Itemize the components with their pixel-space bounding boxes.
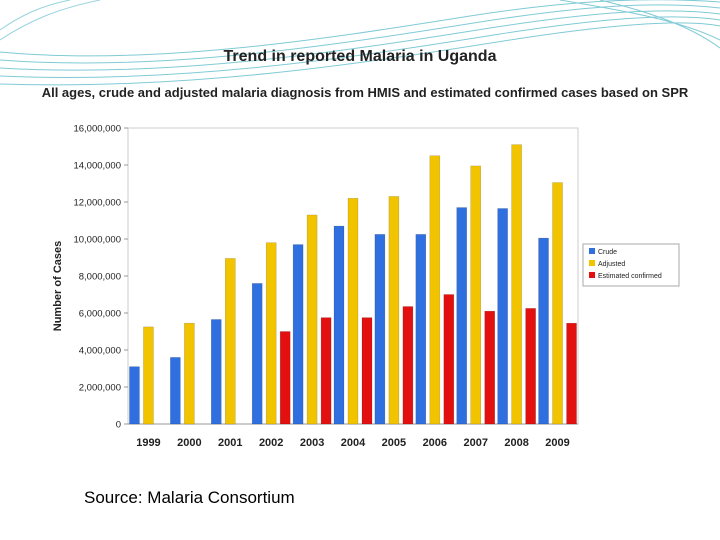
x-tick-label: 2002 xyxy=(259,437,283,449)
bar-crude xyxy=(497,208,508,425)
bar-adjusted xyxy=(265,242,277,425)
bar-adjusted xyxy=(552,182,563,425)
legend-swatch xyxy=(589,260,595,266)
x-tick-label: 1999 xyxy=(136,437,160,449)
chart-legend: Crude Adjusted Estimated confirmed xyxy=(582,243,680,287)
bar-crude xyxy=(456,207,467,425)
bar-adjusted xyxy=(511,144,522,425)
bar-estimated-confirmed xyxy=(525,308,536,425)
x-tick-label: 2003 xyxy=(300,437,324,449)
bar-adjusted xyxy=(429,155,441,425)
bar-crude xyxy=(129,366,140,425)
y-tick-label: 8,000,000 xyxy=(79,272,121,283)
bar-adjusted xyxy=(143,326,154,425)
bar-crude xyxy=(538,237,549,425)
y-tick-label: 10,000,000 xyxy=(73,235,121,246)
bar-estimated-confirmed xyxy=(402,306,414,425)
x-tick-label: 2009 xyxy=(545,437,569,449)
bar-adjusted xyxy=(347,198,359,425)
bar-estimated-confirmed xyxy=(484,310,495,425)
bar-crude xyxy=(251,283,263,425)
x-tick-label: 2008 xyxy=(504,437,528,449)
bar-estimated-confirmed xyxy=(443,294,455,425)
x-tick-label: 2005 xyxy=(382,437,406,449)
y-tick-label: 0 xyxy=(116,420,121,431)
bar-adjusted xyxy=(388,196,400,425)
x-tick-label: 2006 xyxy=(423,437,447,449)
bar-crude xyxy=(374,234,386,425)
bar-crude xyxy=(170,357,181,425)
bar-crude xyxy=(415,234,427,425)
y-tick-label: 6,000,000 xyxy=(79,309,121,320)
bar-estimated-confirmed xyxy=(361,317,373,425)
y-tick-label: 4,000,000 xyxy=(79,346,121,357)
bar-estimated-confirmed xyxy=(566,322,577,425)
chart-subtitle: All ages, crude and adjusted malaria dia… xyxy=(41,85,689,100)
y-axis-label: Number of Cases xyxy=(52,241,64,331)
legend-entry: Adjusted xyxy=(598,261,625,268)
legend-entry: Estimated confirmed xyxy=(598,273,662,280)
legend-swatch xyxy=(589,248,595,254)
legend-frame xyxy=(582,243,680,287)
bar-adjusted xyxy=(470,165,481,425)
bar-adjusted xyxy=(306,214,318,425)
x-tick-label: 2000 xyxy=(177,437,201,449)
source-caption: Source: Malaria Consortium xyxy=(84,488,295,507)
bar-crude xyxy=(333,225,345,425)
legend-swatch xyxy=(589,272,595,278)
bar-adjusted xyxy=(225,258,236,425)
x-tick-label: 2007 xyxy=(463,437,487,449)
bar-crude xyxy=(292,244,304,425)
bar-estimated-confirmed xyxy=(320,317,332,425)
y-tick-label: 12,000,000 xyxy=(73,198,121,209)
y-tick-label: 16,000,000 xyxy=(73,124,121,135)
bar-adjusted xyxy=(184,322,195,425)
bar-estimated-confirmed xyxy=(279,331,291,425)
legend-entry: Crude xyxy=(598,249,617,256)
y-tick-label: 2,000,000 xyxy=(79,383,121,394)
bar-crude xyxy=(211,319,222,425)
y-tick-label: 14,000,000 xyxy=(73,161,121,172)
x-tick-label: 2001 xyxy=(218,437,242,449)
chart-title: Trend in reported Malaria in Uganda xyxy=(223,48,497,65)
x-tick-label: 2004 xyxy=(341,437,366,449)
